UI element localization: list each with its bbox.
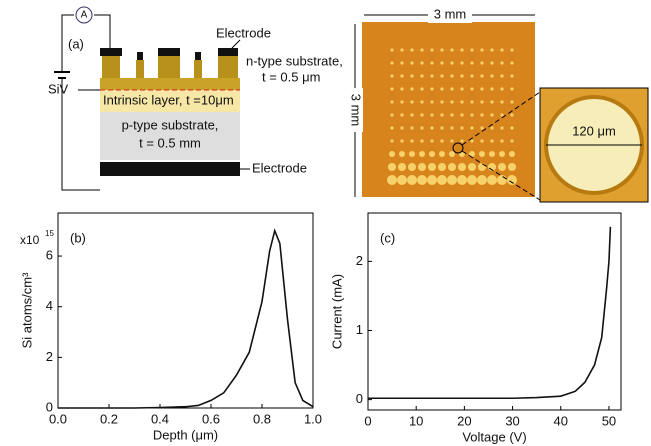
x-tick-label: 0.6	[202, 411, 220, 426]
y-axis-label: Si atoms/cm³	[19, 272, 34, 349]
width-label: 3 mm	[434, 6, 467, 21]
zoom-line	[461, 150, 541, 201]
x-tick-label: 40	[554, 413, 568, 428]
y-tick-label: 2	[356, 253, 363, 268]
x-tick-label: 0	[364, 413, 371, 428]
x-tick-label: 0.2	[100, 411, 118, 426]
intrinsic-layer	[100, 90, 240, 112]
x-tick-label: 0.4	[151, 411, 169, 426]
multiplier: x10	[20, 233, 40, 247]
n-layer-label: t = 0.5 μm	[262, 69, 320, 84]
wire	[61, 78, 100, 191]
photo: 3 mm 3 mm 120 μm	[347, 6, 649, 203]
n-layer	[100, 78, 240, 90]
chip	[362, 22, 535, 197]
x-tick-label: 30	[505, 413, 519, 428]
plot-frame	[367, 212, 622, 411]
label-bg	[428, 7, 472, 23]
pillars	[102, 56, 238, 78]
x-tick-label: 50	[602, 413, 616, 428]
plot-frame	[57, 212, 314, 409]
y-tick-label: 0	[46, 399, 53, 414]
p-layer-label: p-type substrate,	[122, 117, 219, 132]
n-layer-label: n-type substrate,	[246, 53, 343, 68]
ammeter-label: A	[81, 10, 88, 21]
y-tick-label: 6	[46, 247, 53, 262]
x-tick-label: 0.0	[49, 411, 67, 426]
wire	[61, 14, 74, 72]
pointer	[231, 39, 241, 49]
bottom-electrode	[100, 162, 240, 176]
y-tick-label: 2	[46, 349, 53, 364]
p-layer	[100, 112, 240, 160]
ammeter	[75, 6, 93, 24]
multiplier-exp: 15	[45, 229, 54, 238]
label-bg	[347, 88, 363, 132]
x-tick-label: 1.0	[304, 411, 322, 426]
y-tick-label: 1	[356, 322, 363, 337]
top-electrodes	[100, 48, 238, 60]
inset-label: 120 μm	[572, 123, 616, 138]
x-axis-label: Depth (μm)	[153, 427, 218, 442]
data-line	[58, 228, 314, 409]
electrode-label: Electrode	[252, 160, 307, 175]
panel-label: (a)	[68, 36, 84, 51]
y-tick-label: 4	[46, 298, 53, 313]
height-label: 3 mm	[349, 94, 364, 127]
siv-label: SiV	[48, 81, 69, 96]
wire	[94, 14, 111, 48]
x-tick-label: 10	[409, 413, 423, 428]
x-axis-label: Voltage (V)	[462, 429, 526, 444]
p-layer-label: t = 0.5 mm	[139, 135, 201, 150]
panel-label: (b)	[70, 230, 86, 245]
highlight	[452, 142, 464, 154]
x-tick-label: 0.8	[253, 411, 271, 426]
diagram: A (a) Electrode n-type substrate, t = 0.…	[48, 6, 343, 191]
panel-label: (c)	[380, 230, 395, 245]
chip-pattern	[387, 48, 517, 185]
x-tick-label: 20	[457, 413, 471, 428]
intrinsic-label: Intrinsic layer, t =10μm	[103, 92, 234, 107]
electrode-label: Electrode	[216, 25, 271, 40]
y-tick-label: 0	[356, 391, 363, 406]
data-line	[368, 226, 612, 400]
y-axis-label: Current (mA)	[329, 274, 344, 349]
